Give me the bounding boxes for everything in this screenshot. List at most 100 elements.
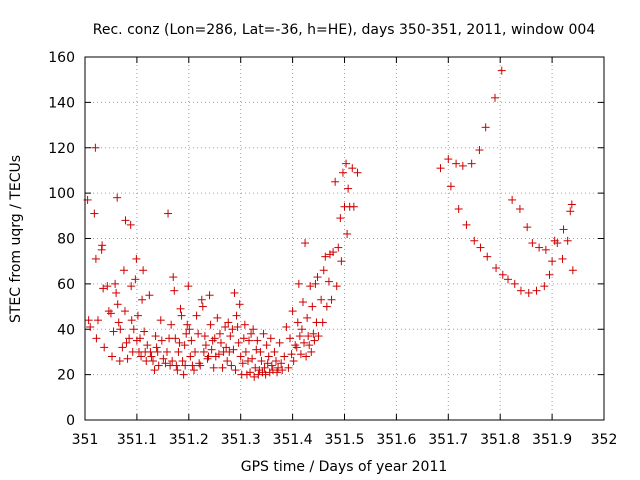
data-point xyxy=(131,275,140,284)
data-point xyxy=(196,361,205,370)
data-point xyxy=(510,279,519,288)
data-point xyxy=(308,302,317,311)
data-point xyxy=(338,168,347,177)
data-point xyxy=(173,366,182,375)
y-tick-label: 140 xyxy=(48,95,75,111)
data-point xyxy=(243,357,252,366)
data-point xyxy=(168,357,177,366)
data-point xyxy=(553,239,562,248)
data-point xyxy=(260,363,269,372)
data-point xyxy=(516,286,525,295)
data-point xyxy=(523,223,532,232)
data-point xyxy=(115,357,124,366)
data-point xyxy=(321,252,330,261)
data-point xyxy=(197,295,206,304)
data-point xyxy=(239,334,248,343)
data-point xyxy=(264,352,273,361)
data-point xyxy=(91,143,100,152)
data-point xyxy=(498,270,507,279)
data-point xyxy=(563,236,572,245)
data-point xyxy=(106,309,115,318)
data-point xyxy=(548,257,557,266)
data-point xyxy=(278,366,287,375)
data-point xyxy=(176,304,185,313)
data-point xyxy=(143,341,152,350)
data-point xyxy=(189,366,198,375)
data-point xyxy=(230,288,239,297)
data-point xyxy=(492,263,501,272)
data-point xyxy=(300,338,309,347)
data-point xyxy=(470,236,479,245)
data-point xyxy=(446,182,455,191)
data-point xyxy=(491,93,500,102)
data-point xyxy=(343,229,352,238)
data-point xyxy=(224,318,233,327)
data-point xyxy=(458,161,467,170)
data-point xyxy=(167,320,176,329)
x-tick-label: 351.6 xyxy=(376,432,416,448)
data-point xyxy=(183,320,192,329)
data-point xyxy=(113,300,122,309)
data-point xyxy=(302,352,311,361)
data-point xyxy=(92,334,101,343)
data-point xyxy=(114,318,123,327)
data-point xyxy=(150,366,159,375)
data-point xyxy=(120,307,129,316)
data-point xyxy=(296,350,305,359)
data-point xyxy=(280,352,289,361)
x-tick-label: 352 xyxy=(591,432,618,448)
data-point xyxy=(305,341,314,350)
data-point xyxy=(192,311,201,320)
data-point xyxy=(207,345,216,354)
data-point xyxy=(304,332,313,341)
data-point xyxy=(159,354,168,363)
data-point xyxy=(309,329,318,338)
data-point xyxy=(210,334,219,343)
data-point xyxy=(256,347,265,356)
data-point xyxy=(277,359,286,368)
data-point xyxy=(215,329,224,338)
data-point xyxy=(126,220,135,229)
data-point xyxy=(213,313,222,322)
data-point xyxy=(201,341,210,350)
data-point xyxy=(161,359,170,368)
data-point xyxy=(322,302,331,311)
data-point xyxy=(476,243,485,252)
data-point xyxy=(259,329,268,338)
data-point xyxy=(209,363,218,372)
data-point xyxy=(164,209,173,218)
data-point xyxy=(250,372,259,381)
data-point xyxy=(467,159,476,168)
data-point xyxy=(178,357,187,366)
data-point xyxy=(349,202,358,211)
data-point xyxy=(216,338,225,347)
data-point xyxy=(483,252,492,261)
data-point xyxy=(225,347,234,356)
data-point xyxy=(205,291,214,300)
data-point xyxy=(331,177,340,186)
data-point xyxy=(287,350,296,359)
data-point xyxy=(98,241,107,250)
data-point xyxy=(541,245,550,254)
y-tick-label: 40 xyxy=(57,322,75,338)
data-point xyxy=(248,354,257,363)
data-point xyxy=(249,325,258,334)
data-point xyxy=(286,334,295,343)
data-point xyxy=(324,277,333,286)
data-point xyxy=(204,352,213,361)
data-point xyxy=(508,195,517,204)
data-point xyxy=(318,318,327,327)
data-point xyxy=(181,361,190,370)
data-point xyxy=(174,347,183,356)
data-point xyxy=(528,239,537,248)
data-point xyxy=(185,325,194,334)
data-point xyxy=(119,266,128,275)
data-point xyxy=(436,164,445,173)
data-point xyxy=(307,347,316,356)
data-point xyxy=(118,343,127,352)
data-point xyxy=(137,352,146,361)
data-point xyxy=(270,347,279,356)
axis-ticks: 351 351.1 351.2 351.3 351.4 351.5 351.6 351.7 35… xyxy=(48,50,617,448)
data-point xyxy=(566,207,575,216)
